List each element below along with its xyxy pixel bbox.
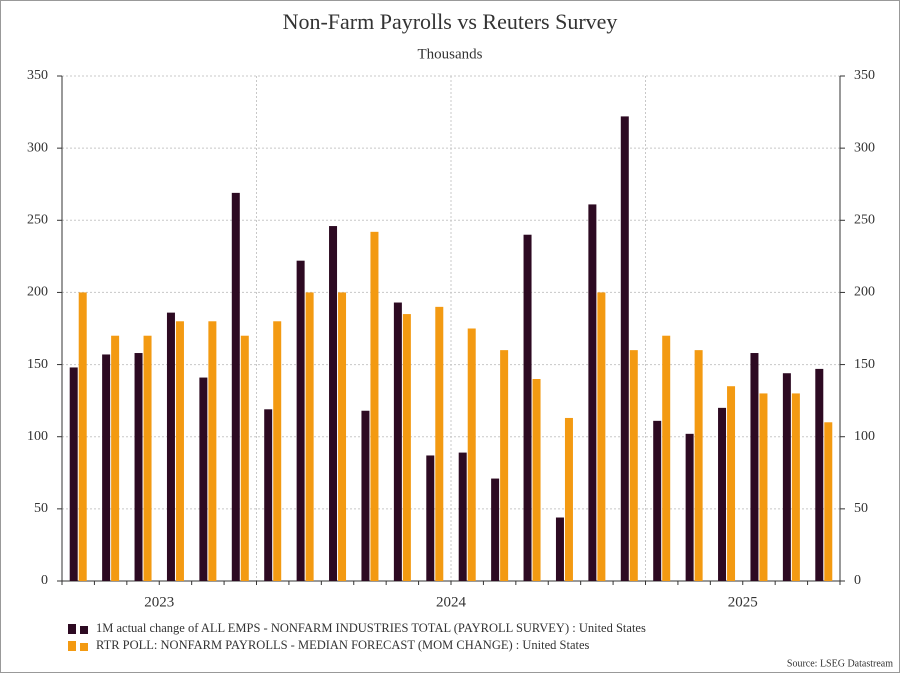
bar: [662, 335, 671, 581]
y-tick-label: 50: [34, 501, 48, 516]
x-year-label: 2024: [436, 594, 467, 610]
bar: [815, 368, 824, 581]
bar: [111, 335, 120, 581]
bar: [338, 292, 347, 581]
bar: [597, 292, 606, 581]
bar: [824, 422, 833, 581]
legend-swatch: [68, 641, 76, 651]
bar: [231, 192, 240, 581]
y2-tick-label: 250: [854, 213, 875, 228]
y-tick-label: 350: [27, 68, 48, 83]
y2-tick-label: 100: [854, 429, 875, 444]
y-tick-label: 100: [27, 429, 48, 444]
bar: [791, 393, 800, 581]
bar: [500, 350, 509, 581]
source: Source: LSEG Datastream: [787, 658, 893, 669]
bar: [175, 321, 184, 581]
bar: [393, 302, 402, 581]
chart-title: Non-Farm Payrolls vs Reuters Survey: [283, 9, 618, 34]
bar: [564, 417, 573, 581]
bar: [208, 321, 217, 581]
bar: [555, 517, 564, 581]
y-tick-label: 150: [27, 357, 48, 372]
bar: [458, 452, 467, 581]
bar: [491, 478, 500, 581]
legend-swatch: [68, 624, 76, 634]
y2-tick-label: 50: [854, 501, 868, 516]
legend-label: RTR POLL: NONFARM PAYROLLS - MEDIAN FORE…: [96, 638, 590, 652]
bar: [750, 353, 759, 581]
bar: [523, 234, 532, 581]
y2-tick-label: 150: [854, 357, 875, 372]
y2-tick-label: 350: [854, 68, 875, 83]
bar: [264, 409, 273, 581]
bar: [166, 312, 175, 581]
bar: [467, 328, 476, 581]
bar: [759, 393, 768, 581]
bar: [629, 350, 638, 581]
bar: [134, 353, 143, 581]
bar: [727, 386, 736, 581]
bar: [402, 314, 411, 581]
y2-tick-label: 300: [854, 140, 875, 155]
bar: [69, 367, 78, 581]
bar: [102, 354, 111, 581]
y-tick-label: 300: [27, 140, 48, 155]
bar: [273, 321, 282, 581]
bar: [718, 407, 727, 581]
bar: [653, 420, 662, 581]
bar: [305, 292, 314, 581]
bar: [694, 350, 703, 581]
bar: [78, 292, 87, 581]
bar: [361, 410, 370, 581]
x-year-label: 2023: [144, 594, 174, 610]
bar: [240, 335, 249, 581]
bar: [370, 231, 379, 582]
bar: [782, 373, 791, 581]
bar: [143, 335, 152, 581]
y2-tick-label: 200: [854, 285, 875, 300]
legend-swatch: [80, 643, 88, 651]
bar: [329, 226, 338, 582]
legend-swatch: [80, 626, 88, 634]
bar: [620, 116, 629, 582]
bar: [426, 455, 435, 581]
bar: [199, 377, 208, 581]
x-year-label: 2025: [728, 594, 758, 610]
bar: [435, 306, 444, 581]
bar: [532, 379, 541, 581]
bar: [588, 204, 597, 581]
y2-tick-label: 0: [854, 573, 861, 588]
legend-label: 1M actual change of ALL EMPS - NONFARM I…: [96, 621, 646, 635]
bar: [685, 433, 694, 581]
y-tick-label: 200: [27, 285, 48, 300]
chart-subtitle: Thousands: [418, 46, 483, 62]
bar: [296, 260, 305, 581]
y-tick-label: 250: [27, 213, 48, 228]
y-tick-label: 0: [41, 573, 48, 588]
